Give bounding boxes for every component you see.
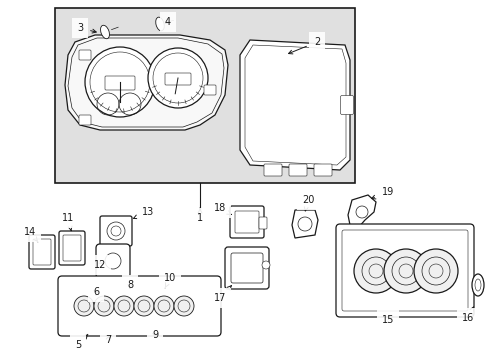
FancyBboxPatch shape xyxy=(58,276,221,336)
Circle shape xyxy=(413,249,457,293)
Text: 18: 18 xyxy=(213,203,231,215)
Text: 14: 14 xyxy=(24,227,38,242)
FancyBboxPatch shape xyxy=(29,235,55,269)
Text: 8: 8 xyxy=(127,280,133,290)
Circle shape xyxy=(383,249,427,293)
FancyBboxPatch shape xyxy=(313,164,331,176)
FancyBboxPatch shape xyxy=(79,50,91,60)
FancyBboxPatch shape xyxy=(96,244,130,278)
Circle shape xyxy=(154,296,174,316)
FancyBboxPatch shape xyxy=(288,164,306,176)
Text: 20: 20 xyxy=(301,195,314,211)
Text: 16: 16 xyxy=(461,307,473,323)
Text: 9: 9 xyxy=(152,330,158,340)
FancyBboxPatch shape xyxy=(259,217,266,229)
Circle shape xyxy=(262,261,269,269)
FancyBboxPatch shape xyxy=(79,115,91,125)
Text: 4: 4 xyxy=(164,17,171,27)
Text: 1: 1 xyxy=(197,208,203,223)
FancyBboxPatch shape xyxy=(224,247,268,289)
Circle shape xyxy=(148,48,207,108)
Polygon shape xyxy=(240,40,349,170)
Bar xyxy=(55,8,354,183)
Ellipse shape xyxy=(471,274,483,296)
Text: 7: 7 xyxy=(104,335,111,345)
Circle shape xyxy=(74,296,94,316)
Text: 12: 12 xyxy=(94,260,106,270)
Text: 11: 11 xyxy=(62,213,74,231)
Text: 6: 6 xyxy=(93,287,99,297)
Text: 13: 13 xyxy=(133,207,154,219)
FancyBboxPatch shape xyxy=(340,95,353,114)
FancyBboxPatch shape xyxy=(164,73,191,85)
Text: 2: 2 xyxy=(288,37,320,54)
Circle shape xyxy=(134,296,154,316)
FancyBboxPatch shape xyxy=(59,231,85,265)
Text: 10: 10 xyxy=(163,273,176,288)
Circle shape xyxy=(114,296,134,316)
Text: 15: 15 xyxy=(381,315,393,325)
Ellipse shape xyxy=(101,25,109,39)
Text: 17: 17 xyxy=(213,286,231,303)
FancyBboxPatch shape xyxy=(229,206,264,238)
FancyBboxPatch shape xyxy=(100,216,132,246)
FancyBboxPatch shape xyxy=(105,76,135,90)
Circle shape xyxy=(85,47,155,117)
FancyBboxPatch shape xyxy=(335,224,473,317)
Text: 3: 3 xyxy=(77,23,96,33)
Text: 19: 19 xyxy=(371,187,393,199)
Circle shape xyxy=(94,296,114,316)
Circle shape xyxy=(353,249,397,293)
Polygon shape xyxy=(65,35,227,130)
FancyBboxPatch shape xyxy=(264,164,282,176)
Polygon shape xyxy=(291,210,317,238)
Ellipse shape xyxy=(155,17,164,31)
Circle shape xyxy=(174,296,194,316)
FancyBboxPatch shape xyxy=(203,85,216,95)
Text: 5: 5 xyxy=(75,334,88,350)
Polygon shape xyxy=(347,195,375,228)
